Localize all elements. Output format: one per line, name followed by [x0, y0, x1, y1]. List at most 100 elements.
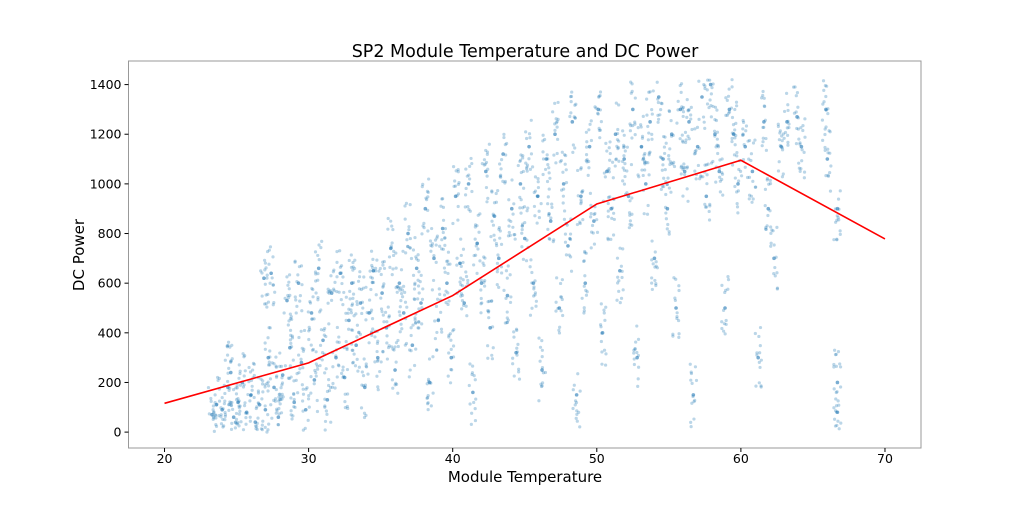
scatter-point [592, 212, 596, 217]
scatter-point [290, 336, 295, 340]
scatter-point [289, 396, 293, 400]
scatter-point [521, 169, 525, 174]
scatter-point [300, 383, 304, 387]
scatter-point [241, 385, 246, 389]
scatter-point [705, 173, 709, 177]
scatter-point [451, 355, 456, 359]
scatter-point [325, 389, 330, 394]
scatter-point [509, 219, 513, 224]
scatter-point [718, 158, 722, 162]
scatter-point [237, 363, 241, 367]
scatter-point [248, 419, 252, 423]
scatter-point [715, 143, 719, 147]
scatter-point [797, 137, 801, 141]
scatter-point [635, 350, 639, 355]
scatter-point [729, 106, 734, 110]
scatter-point [508, 273, 512, 277]
scatter-point [580, 190, 584, 194]
scatter-point [479, 288, 483, 292]
scatter-point [446, 259, 450, 263]
scatter-point [313, 368, 317, 373]
scatter-point [672, 276, 676, 280]
scatter-point [236, 422, 240, 426]
scatter-point [347, 318, 351, 323]
scatter-point [279, 364, 284, 368]
scatter-point [585, 160, 589, 164]
scatter-point [754, 384, 758, 388]
scatter-point [824, 108, 828, 112]
scatter-point [759, 385, 763, 389]
scatter-point [277, 392, 281, 397]
scatter-point [633, 347, 637, 351]
scatter-point [564, 153, 568, 158]
scatter-point [351, 292, 356, 296]
x-tick-label: 30 [301, 451, 317, 466]
scatter-point [826, 174, 831, 178]
scatter-point [260, 423, 264, 427]
scatter-point [569, 100, 573, 104]
scatter-point [602, 311, 606, 315]
scatter-point [699, 174, 703, 178]
scatter-point [731, 123, 736, 127]
scatter-point [416, 297, 420, 301]
scatter-point [390, 272, 394, 277]
scatter-point [532, 287, 536, 291]
scatter-point [260, 397, 264, 401]
scatter-point [720, 177, 724, 182]
scatter-point [569, 269, 574, 273]
scatter-point [319, 245, 323, 250]
scatter-point [312, 378, 317, 382]
scatter-point [597, 126, 601, 130]
scatter-point [785, 120, 789, 124]
scatter-point [440, 247, 444, 251]
scatter-point [783, 130, 788, 135]
scatter-point [395, 290, 399, 294]
scatter-point [314, 272, 318, 276]
scatter-point [397, 310, 401, 314]
scatter-point [646, 138, 650, 142]
scatter-point [464, 274, 469, 279]
scatter-point [255, 421, 259, 425]
scatter-point [562, 217, 567, 221]
scatter-point [706, 78, 710, 82]
scatter-point [214, 403, 219, 407]
scatter-point [296, 391, 300, 395]
scatter-point [557, 328, 561, 332]
scatter-point [749, 158, 753, 163]
scatter-point [519, 170, 523, 175]
scatter-point [781, 172, 785, 176]
scatter-point [279, 386, 283, 390]
scatter-point [750, 200, 754, 204]
scatter-point [403, 343, 407, 347]
scatter-point [687, 120, 691, 124]
scatter-point [411, 273, 416, 277]
scatter-point [731, 132, 736, 137]
scatter-point [221, 425, 225, 429]
scatter-point [826, 107, 830, 111]
scatter-point [439, 204, 443, 208]
scatter-point [568, 255, 573, 259]
scatter-point [398, 288, 402, 292]
scatter-point [220, 407, 224, 412]
scatter-point [491, 212, 495, 216]
scatter-point [211, 408, 215, 412]
scatter-point [654, 264, 658, 268]
scatter-point [662, 176, 666, 180]
scatter-point [772, 256, 776, 261]
scatter-point [766, 206, 771, 211]
scatter-point [524, 161, 528, 165]
scatter-point [837, 403, 841, 407]
scatter-point [238, 383, 243, 387]
scatter-point [335, 275, 339, 279]
scatter-point [212, 411, 216, 415]
scatter-point [236, 420, 240, 425]
scatter-point [223, 358, 227, 362]
scatter-point [504, 153, 508, 157]
scatter-point [525, 238, 529, 242]
scatter-point [445, 259, 449, 263]
scatter-point [769, 225, 773, 229]
scatter-point [716, 143, 720, 148]
scatter-point [744, 124, 749, 128]
scatter-point [475, 271, 479, 275]
scatter-point [382, 266, 387, 271]
